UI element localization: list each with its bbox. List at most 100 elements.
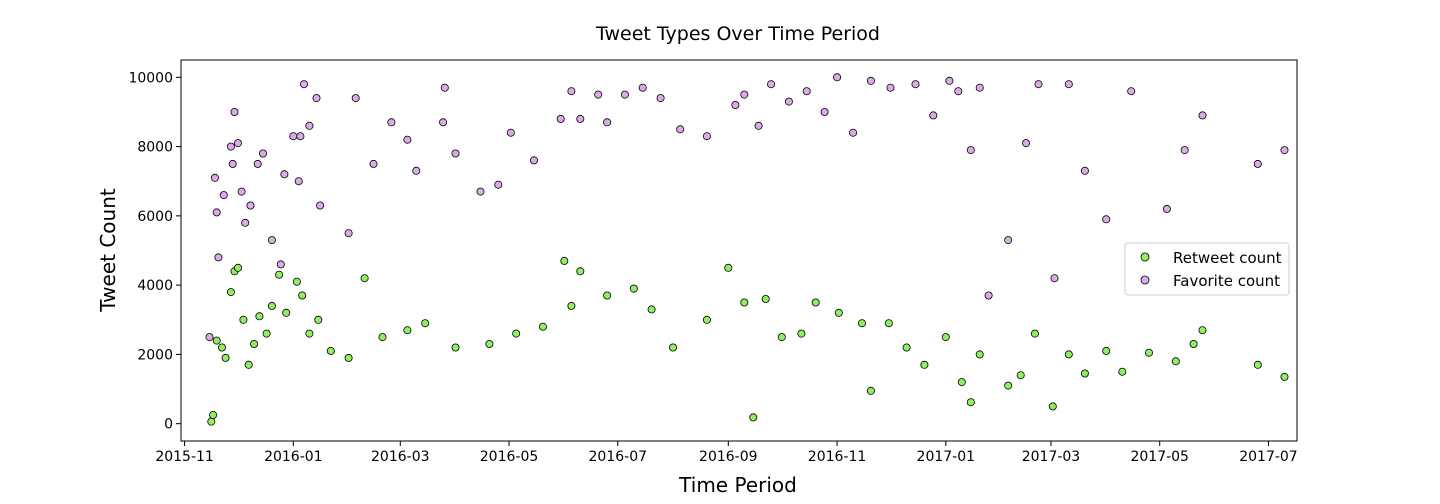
favorite-point bbox=[754, 121, 763, 130]
legend: Retweet count Favorite count bbox=[1124, 242, 1290, 296]
favorite-point bbox=[702, 132, 711, 141]
retweet-point bbox=[233, 263, 242, 272]
favorite-point bbox=[966, 146, 975, 155]
favorite-point bbox=[567, 87, 576, 96]
favorite-point bbox=[233, 139, 242, 148]
retweet-point bbox=[212, 336, 221, 345]
favorite-point bbox=[344, 229, 353, 238]
retweet-point bbox=[207, 417, 216, 426]
retweet-point bbox=[603, 291, 612, 300]
retweet-point bbox=[282, 308, 291, 317]
retweet-point bbox=[669, 343, 678, 352]
x-axis-ticks: 2015-11 2016-01 2016-03 2016-05 2016-07 2016-… bbox=[155, 441, 1298, 465]
retweet-point bbox=[403, 326, 412, 335]
favorite-point bbox=[276, 260, 285, 269]
retweet-point bbox=[576, 267, 585, 276]
retweet-point bbox=[1016, 371, 1025, 380]
favorite-point bbox=[1064, 80, 1073, 89]
favorite-point bbox=[1253, 159, 1262, 168]
favorite-point bbox=[403, 135, 412, 144]
retweet-point bbox=[538, 322, 547, 331]
favorite-point bbox=[638, 83, 647, 92]
retweet-point bbox=[292, 277, 301, 286]
retweet-point bbox=[957, 378, 966, 387]
retweet-point bbox=[567, 301, 576, 310]
retweet-point bbox=[485, 339, 494, 348]
x-tick-label: 2016-09 bbox=[699, 449, 758, 465]
retweet-point bbox=[858, 319, 867, 328]
retweet-point bbox=[975, 350, 984, 359]
favorite-point bbox=[802, 87, 811, 96]
favorite-point bbox=[820, 108, 829, 117]
x-tick-label: 2017-07 bbox=[1239, 449, 1298, 465]
favorite-point bbox=[1180, 146, 1189, 155]
favorite-point bbox=[316, 201, 325, 210]
retweet-point bbox=[1004, 381, 1013, 390]
retweet-point bbox=[920, 360, 929, 369]
retweet-point bbox=[267, 301, 276, 310]
retweet-point bbox=[797, 329, 806, 338]
favorite-point bbox=[1080, 166, 1089, 175]
favorite-point bbox=[253, 159, 262, 168]
favorite-point bbox=[556, 114, 565, 123]
retweet-point bbox=[777, 333, 786, 342]
favorite-point bbox=[280, 170, 289, 179]
legend-label-favorite: Favorite count bbox=[1173, 272, 1280, 290]
retweet-point bbox=[1080, 369, 1089, 378]
favorite-point bbox=[594, 90, 603, 99]
favorite-point bbox=[866, 76, 875, 85]
favorite-point bbox=[954, 87, 963, 96]
favorite-point bbox=[1198, 111, 1207, 120]
retweet-point bbox=[966, 398, 975, 407]
retweet-point bbox=[262, 329, 271, 338]
favorite-point bbox=[230, 108, 239, 117]
retweet-point bbox=[221, 353, 230, 362]
favorite-point bbox=[214, 253, 223, 262]
favorite-point bbox=[886, 83, 895, 92]
favorite-point bbox=[289, 132, 298, 141]
favorite-point bbox=[226, 142, 235, 151]
retweet-point bbox=[305, 329, 314, 338]
retweet-point bbox=[451, 343, 460, 352]
favorite-point bbox=[494, 180, 503, 189]
retweet-point bbox=[1198, 326, 1207, 335]
legend-box bbox=[1124, 242, 1290, 296]
x-tick-label: 2017-05 bbox=[1130, 449, 1189, 465]
favorite-point bbox=[387, 118, 396, 127]
retweet-point bbox=[1145, 348, 1154, 357]
favorite-point bbox=[351, 94, 360, 103]
favorite-point bbox=[1162, 204, 1171, 213]
retweet-point bbox=[1118, 367, 1127, 376]
favorite-point bbox=[299, 80, 308, 89]
favorite-point bbox=[210, 173, 219, 182]
retweet-point bbox=[239, 315, 248, 324]
retweet-point bbox=[1102, 346, 1111, 355]
retweet-point bbox=[275, 270, 284, 279]
y-tick-label: 8000 bbox=[137, 140, 173, 156]
x-tick-label: 2016-07 bbox=[589, 449, 648, 465]
legend-label-retweet: Retweet count bbox=[1173, 249, 1282, 267]
legend-marker-retweet bbox=[1140, 252, 1150, 262]
retweet-point bbox=[702, 315, 711, 324]
retweet-point bbox=[344, 353, 353, 362]
retweet-point bbox=[629, 284, 638, 293]
retweet-point bbox=[244, 360, 253, 369]
y-tick-label: 10000 bbox=[128, 70, 173, 86]
favorite-point bbox=[294, 177, 303, 186]
retweet-point bbox=[217, 343, 226, 352]
retweet-point bbox=[209, 410, 218, 419]
favorite-point bbox=[833, 73, 842, 82]
favorite-point bbox=[296, 132, 305, 141]
x-tick-label: 2016-03 bbox=[371, 449, 430, 465]
retweet-point bbox=[250, 339, 259, 348]
retweet-point bbox=[314, 315, 323, 324]
retweet-point bbox=[749, 413, 758, 422]
x-tick-label: 2016-11 bbox=[808, 449, 867, 465]
retweet-point bbox=[1030, 329, 1039, 338]
retweet-point bbox=[647, 305, 656, 314]
favorite-point bbox=[945, 76, 954, 85]
retweet-point bbox=[834, 308, 843, 317]
favorite-point bbox=[984, 291, 993, 300]
chart-title: Tweet Types Over Time Period bbox=[595, 23, 880, 45]
favorite-point bbox=[929, 111, 938, 120]
